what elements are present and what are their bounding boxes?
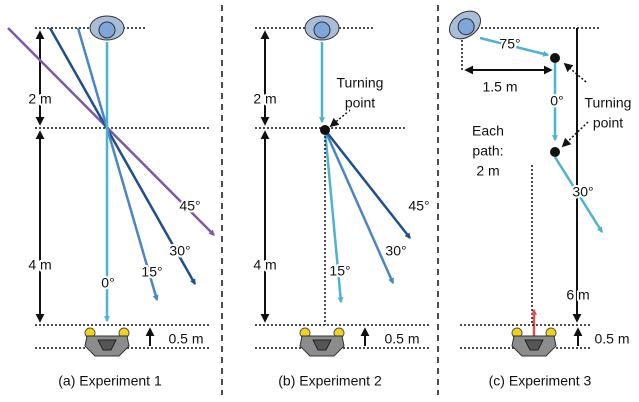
label: 30° xyxy=(572,184,593,200)
label: 6 m xyxy=(566,287,589,303)
sound-source xyxy=(444,5,486,44)
label: 2 m xyxy=(253,91,276,107)
label: point xyxy=(345,95,375,111)
sound-source xyxy=(305,16,339,40)
label: point xyxy=(593,115,623,131)
label: 4 m xyxy=(28,257,51,273)
label: 45° xyxy=(179,198,200,214)
caption: (b) Experiment 2 xyxy=(278,373,382,389)
label: 4 m xyxy=(253,257,276,273)
label: 15° xyxy=(141,264,162,280)
robot xyxy=(300,328,344,356)
line xyxy=(78,28,157,300)
diagram: (a) Experiment 1 (b) Experiment 2 (c) Expe… xyxy=(0,0,639,402)
label: 2 m xyxy=(476,163,499,179)
label: 0.5 m xyxy=(384,331,419,347)
label: 0° xyxy=(101,275,114,291)
line xyxy=(565,64,586,82)
label: 1.5 m xyxy=(482,79,517,95)
sound-source xyxy=(90,16,124,40)
label: 45° xyxy=(408,198,429,214)
label: 15° xyxy=(329,263,350,279)
label: 75° xyxy=(499,36,520,52)
label: 0° xyxy=(550,93,563,109)
label: path: xyxy=(472,143,503,159)
shapes xyxy=(8,5,602,395)
turning-dot xyxy=(550,53,560,63)
robot xyxy=(85,328,129,356)
label: Turning xyxy=(337,75,384,91)
caption: (c) Experiment 3 xyxy=(489,373,592,389)
line xyxy=(563,122,588,146)
label: Turning xyxy=(585,95,632,111)
turning-dot xyxy=(320,125,330,135)
source-core xyxy=(314,22,330,38)
label: 2 m xyxy=(28,91,51,107)
turning-dot xyxy=(550,147,560,157)
label: 30° xyxy=(385,243,406,259)
line xyxy=(331,110,350,126)
line xyxy=(325,130,410,238)
source-core xyxy=(99,22,115,38)
line xyxy=(325,130,393,283)
label: 0.5 m xyxy=(594,331,629,347)
label: 30° xyxy=(169,243,190,259)
label: 0.5 m xyxy=(168,331,203,347)
caption: (a) Experiment 1 xyxy=(58,373,162,389)
label: Each xyxy=(472,123,504,139)
